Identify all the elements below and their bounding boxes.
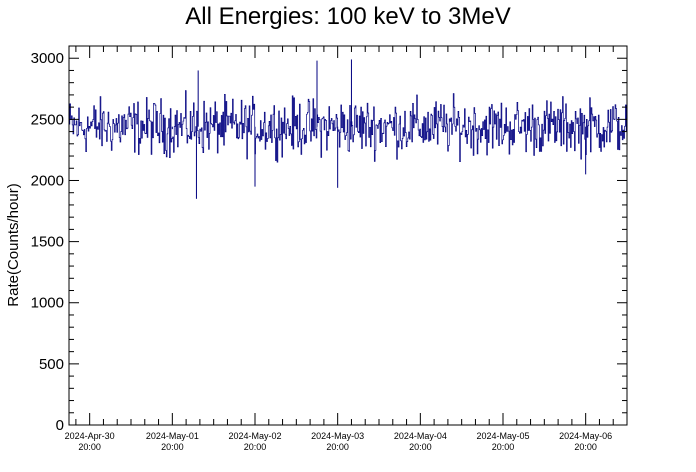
x-tick-date-label: 2024-May-02 xyxy=(228,431,281,441)
series-layer xyxy=(68,59,628,199)
x-tick-date-label: 2024-May-06 xyxy=(559,431,612,441)
x-tick-time-label: 20:00 xyxy=(492,442,515,452)
y-tick-label: 2500 xyxy=(31,111,64,128)
x-tick-time-label: 20:00 xyxy=(326,442,349,452)
y-tick-label: 500 xyxy=(39,356,64,373)
x-tick-date-label: 2024-May-01 xyxy=(146,431,199,441)
y-tick-label: 2000 xyxy=(31,172,64,189)
y-tick-label: 3000 xyxy=(31,50,64,67)
plot-frame xyxy=(68,45,628,426)
y-tick-label: 1500 xyxy=(31,234,64,251)
chart-title: All Energies: 100 keV to 3MeV xyxy=(185,3,511,30)
x-tick-time-label: 20:00 xyxy=(574,442,597,452)
x-tick-time-label: 20:00 xyxy=(161,442,184,452)
x-tick-date-label: 2024-May-05 xyxy=(476,431,529,441)
x-tick-time-label: 20:00 xyxy=(78,442,101,452)
x-tick-time-label: 20:00 xyxy=(409,442,432,452)
y-tick-label: 1000 xyxy=(31,295,64,312)
y-tick-label: 0 xyxy=(56,417,64,434)
axes-layer: 0500100015002000250030002024-Apr-3020:00… xyxy=(31,45,628,452)
series-line xyxy=(69,90,628,163)
x-tick-date-label: 2024-May-04 xyxy=(394,431,447,441)
x-tick-time-label: 20:00 xyxy=(244,442,267,452)
y-axis-label: Rate(Counts/hour) xyxy=(5,183,22,306)
x-tick-date-label: 2024-Apr-30 xyxy=(65,431,115,441)
x-tick-date-label: 2024-May-03 xyxy=(311,431,364,441)
